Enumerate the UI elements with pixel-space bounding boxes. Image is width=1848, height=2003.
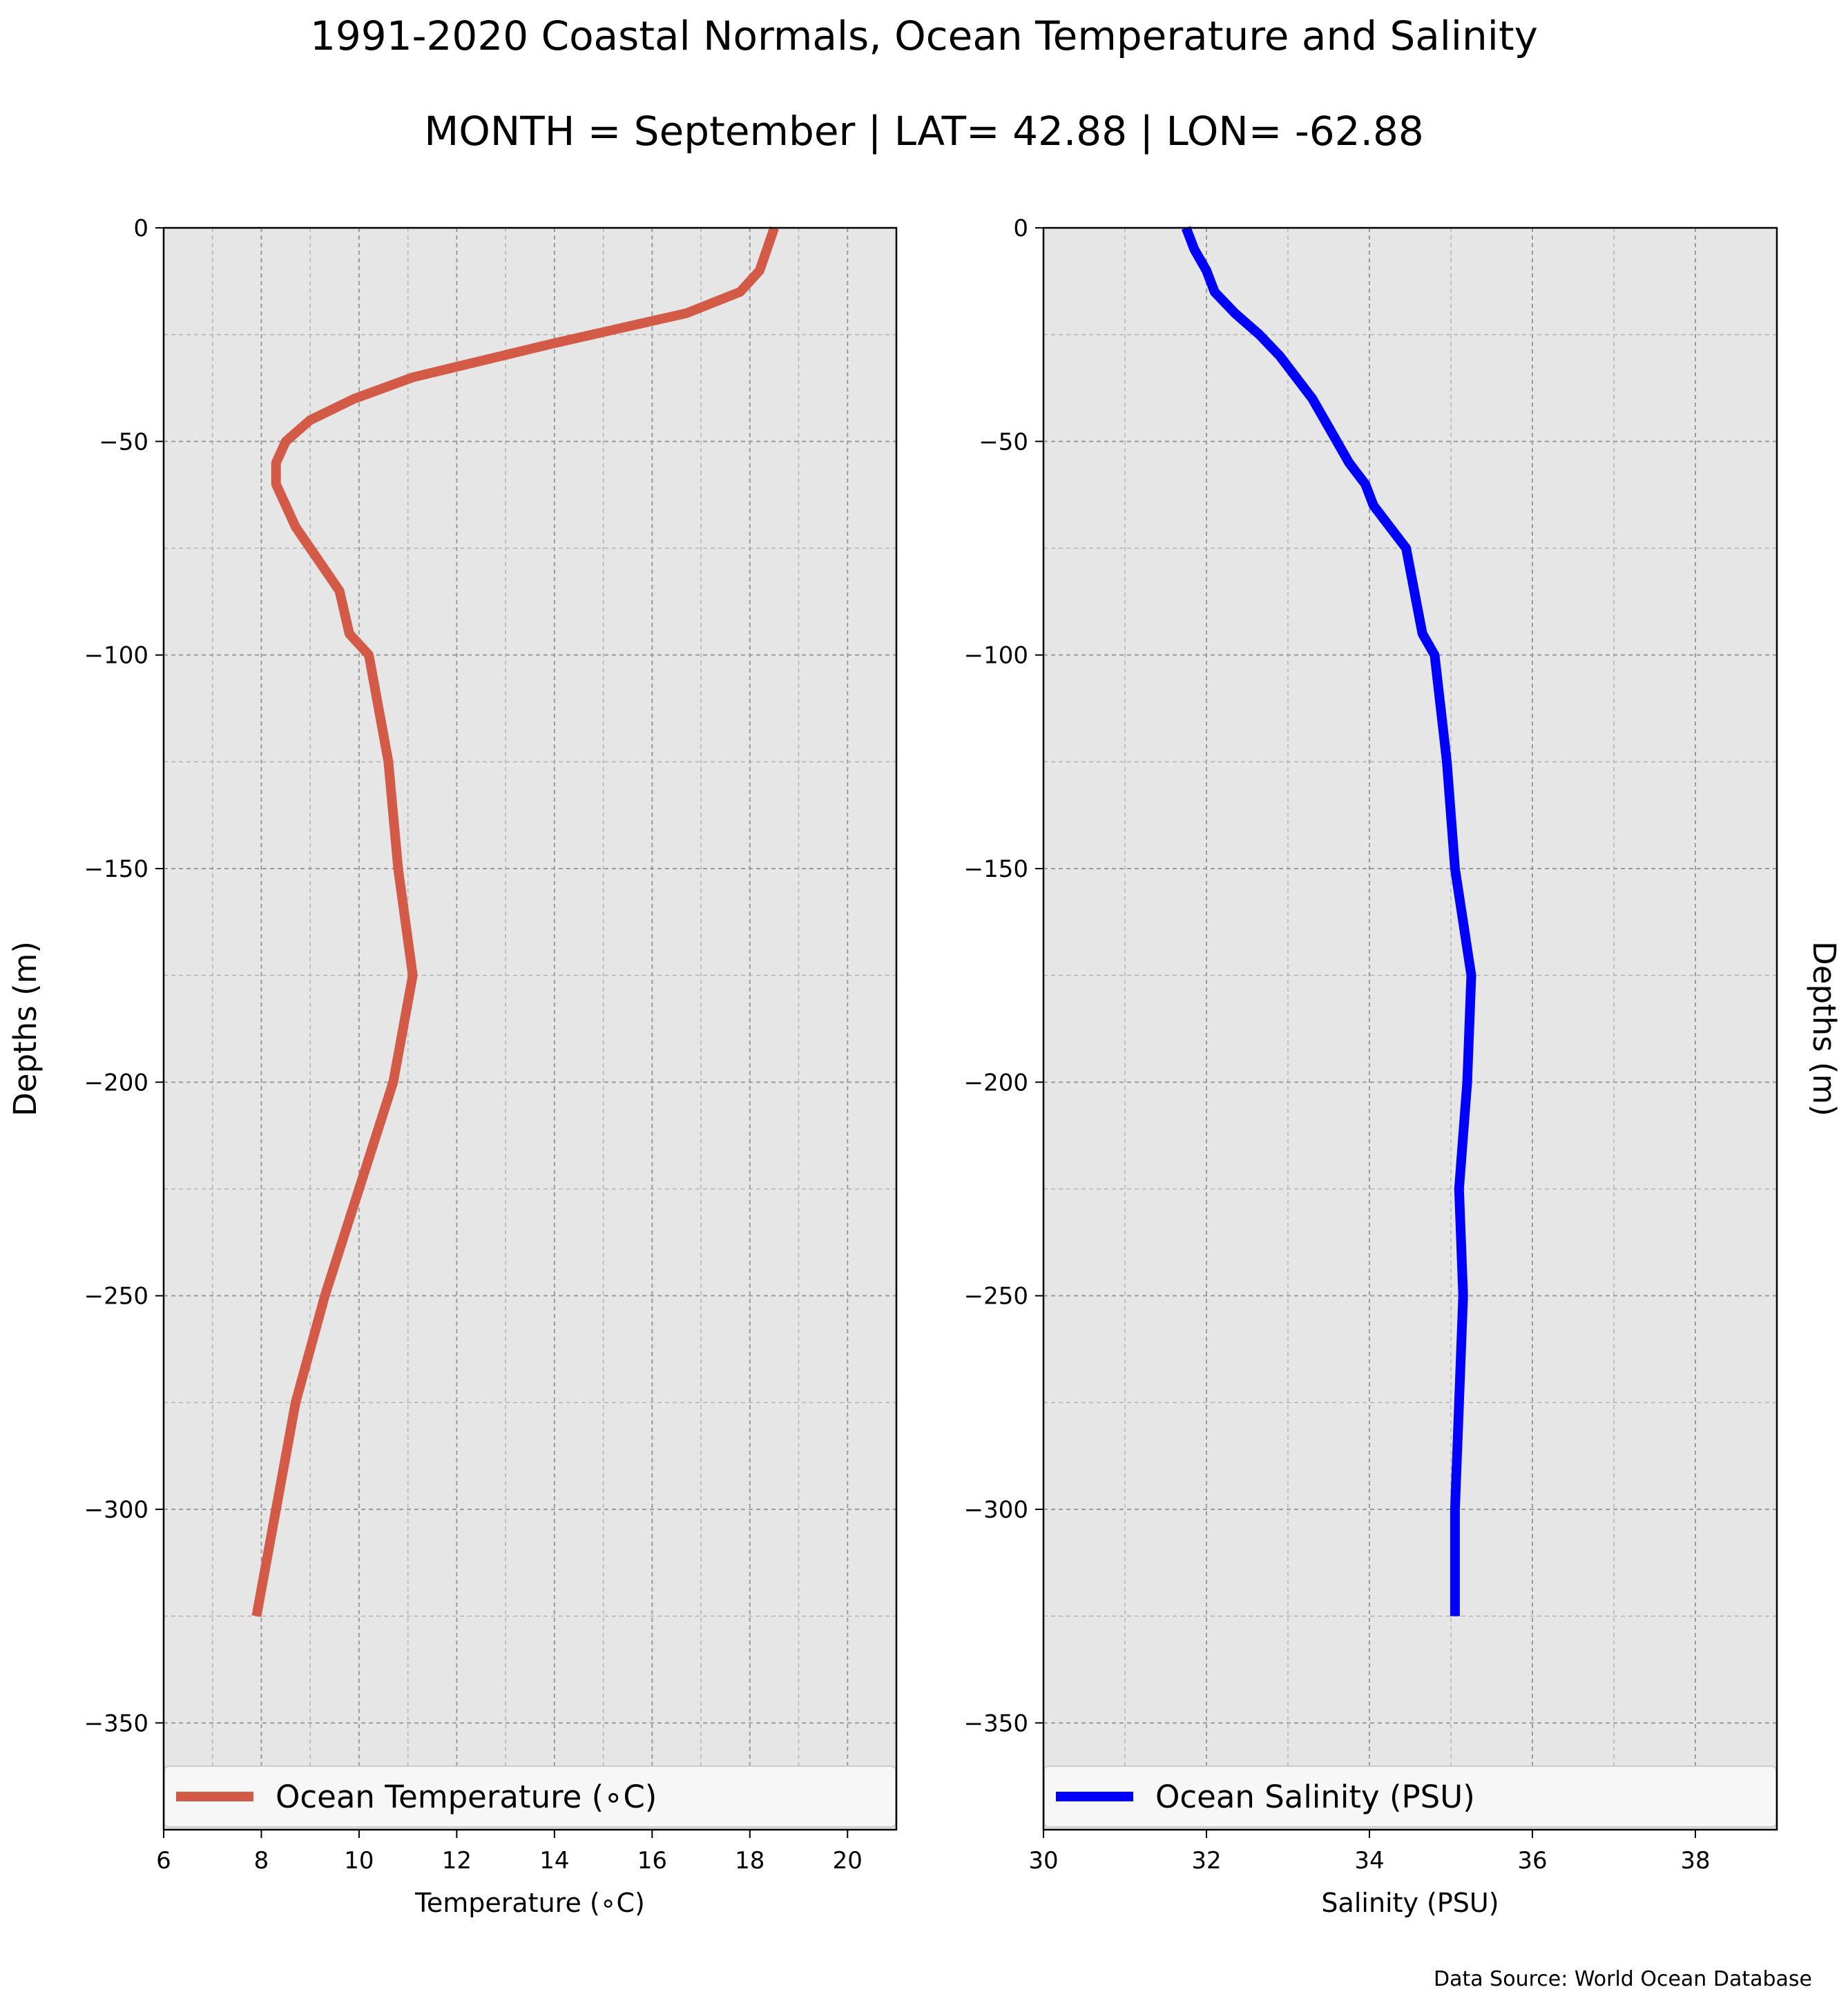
y-tick-label: −50 [99, 428, 148, 456]
chart-title: 1991-2020 Coastal Normals, Ocean Tempera… [310, 12, 1538, 59]
legend: Ocean Salinity (PSU) [1043, 1765, 1777, 1828]
y-tick-label: −200 [84, 1069, 148, 1096]
y-tick-label: −100 [964, 642, 1028, 670]
y-tick-label: −300 [84, 1496, 148, 1524]
temperature-panel: Ocean Temperature (∘C) 6 8 10 12 14 16 18 20 0 −50… [7, 215, 898, 1918]
y-tick-label: −50 [979, 428, 1028, 456]
x-tick-label: 16 [637, 1847, 667, 1875]
x-tick-label: 20 [833, 1847, 863, 1875]
y-tick-label: −250 [964, 1283, 1028, 1310]
x-tick-label: 34 [1354, 1847, 1384, 1875]
legend-label: Ocean Salinity (PSU) [1155, 1779, 1475, 1815]
y-tick-label: −300 [964, 1496, 1028, 1524]
x-tick-label: 8 [254, 1847, 269, 1875]
y-tick-label: 0 [1013, 215, 1028, 242]
y-tick-label: −100 [84, 642, 148, 670]
x-tick-label: 36 [1517, 1847, 1547, 1875]
legend-label: Ocean Temperature (∘C) [276, 1779, 657, 1815]
x-tick-label: 30 [1028, 1847, 1058, 1875]
legend: Ocean Temperature (∘C) [164, 1765, 896, 1828]
y-tick-label: −350 [964, 1710, 1028, 1737]
axes-frame [1042, 226, 1778, 1831]
x-tick-label: 18 [735, 1847, 764, 1875]
x-axis-label: Salinity (PSU) [1321, 1888, 1499, 1918]
x-tick-label: 32 [1191, 1847, 1221, 1875]
y-tick-label: 0 [133, 215, 148, 242]
x-tick-label: 38 [1680, 1847, 1710, 1875]
x-tick-label: 14 [539, 1847, 569, 1875]
x-tick-label: 10 [344, 1847, 374, 1875]
y-tick-label: −150 [84, 855, 148, 883]
y-tick-label: −350 [84, 1710, 148, 1737]
x-tick-label: 12 [442, 1847, 472, 1875]
salinity-series-line [1181, 226, 1476, 1616]
y-axis-label: Depths (m) [1806, 941, 1842, 1116]
x-axis-label: Temperature (∘C) [414, 1888, 645, 1918]
y-axis-label: Depths (m) [7, 941, 44, 1116]
y-tick-label: −150 [964, 855, 1028, 883]
data-source-note: Data Source: World Ocean Database [1434, 1967, 1812, 1991]
y-tick-label: −200 [964, 1069, 1028, 1096]
salinity-panel: Ocean Salinity (PSU) 30 32 34 36 38 0 −50 −100 −1… [964, 215, 1842, 1918]
axes-frame [162, 226, 898, 1831]
x-tick-label: 6 [156, 1847, 171, 1875]
chart-subtitle: MONTH = September | LAT= 42.88 | LON= -6… [424, 108, 1424, 155]
plot-area [1043, 228, 1777, 1830]
y-tick-label: −250 [84, 1283, 148, 1310]
temperature-series-line [251, 226, 779, 1617]
